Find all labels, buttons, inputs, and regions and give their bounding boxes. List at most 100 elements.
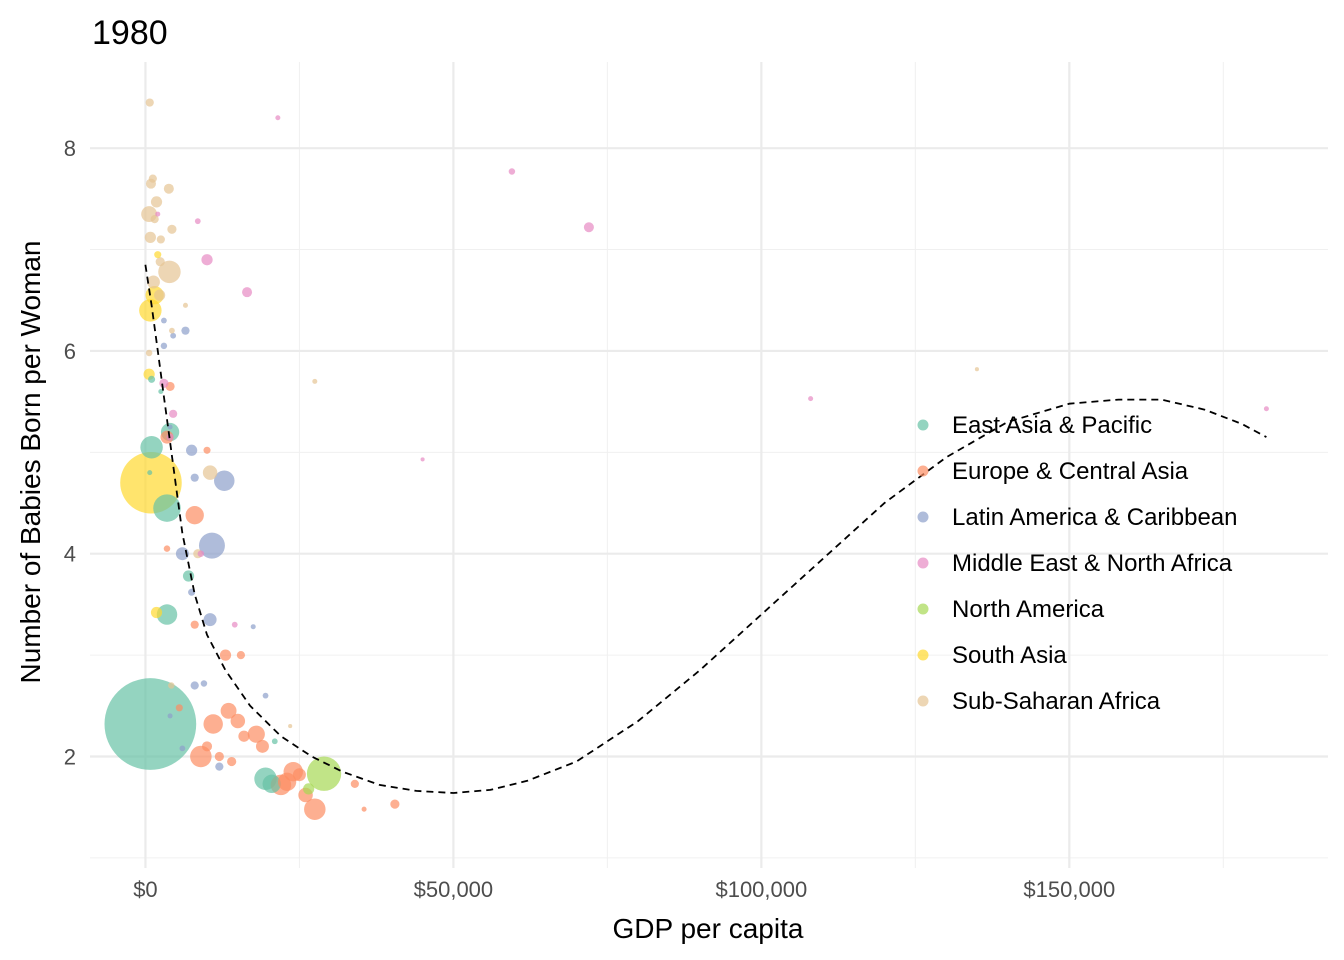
- data-point: [203, 446, 211, 454]
- data-point: [203, 613, 217, 627]
- data-point: [153, 289, 166, 301]
- x-tick-label: $0: [133, 877, 157, 902]
- data-point: [186, 444, 198, 456]
- data-point: [238, 730, 250, 742]
- data-point: [214, 470, 235, 491]
- data-point: [156, 235, 165, 244]
- data-point: [190, 681, 199, 690]
- legend-key: [917, 465, 929, 477]
- data-point: [247, 725, 265, 743]
- data-point: [215, 762, 224, 771]
- data-point: [214, 751, 224, 762]
- data-point: [219, 649, 232, 661]
- data-point: [190, 473, 199, 482]
- legend-label: Europe & Central Asia: [952, 458, 1189, 485]
- trend-line-group: [144, 264, 1267, 794]
- data-point: [194, 218, 201, 225]
- data-point: [168, 682, 175, 689]
- data-point: [150, 196, 163, 208]
- data-point: [583, 222, 594, 233]
- y-tick-label: 2: [64, 744, 76, 769]
- data-point: [1263, 406, 1269, 412]
- trend-line: [144, 264, 1267, 794]
- data-point: [236, 650, 246, 660]
- data-point: [350, 779, 359, 788]
- data-point: [182, 302, 188, 308]
- data-point: [181, 326, 190, 335]
- x-tick-label: $100,000: [715, 877, 807, 902]
- data-point: [145, 98, 154, 107]
- data-point: [304, 798, 326, 820]
- plot-title: 1980: [92, 14, 168, 52]
- data-point: [255, 739, 269, 753]
- y-axis-title: Number of Babies Born per Woman: [15, 240, 46, 683]
- legend-key: [917, 649, 929, 661]
- data-point: [154, 251, 162, 259]
- data-point: [277, 772, 297, 791]
- data-point: [508, 168, 516, 175]
- legend-key: [917, 603, 929, 615]
- data-point: [202, 465, 218, 480]
- data-point: [155, 211, 161, 217]
- data-point: [160, 342, 168, 350]
- data-point: [202, 741, 213, 752]
- y-tick-label: 8: [64, 136, 76, 161]
- y-tick-label: 4: [64, 542, 76, 567]
- data-point: [420, 457, 425, 462]
- data-point: [144, 231, 156, 244]
- data-point: [169, 327, 175, 334]
- data-point: [203, 714, 223, 734]
- legend-label: Latin America & Caribbean: [952, 504, 1238, 531]
- axes: $0 $50,000 $100,000 $150,000 2 4 6 8: [64, 136, 1115, 902]
- data-point: [306, 756, 342, 791]
- legend-key: [917, 511, 929, 523]
- legend-key: [917, 419, 929, 431]
- data-point: [146, 275, 160, 289]
- data-point: [179, 745, 186, 752]
- data-point: [161, 317, 167, 324]
- data-point: [159, 378, 169, 388]
- data-point: [104, 678, 197, 770]
- data-point: [201, 254, 213, 266]
- data-point: [167, 424, 173, 430]
- data-point: [288, 724, 293, 729]
- legend: East Asia & Pacific Europe & Central Asia…: [917, 412, 1238, 715]
- legend-label: North America: [952, 596, 1105, 623]
- data-point: [198, 532, 225, 559]
- data-point: [148, 174, 157, 183]
- legend-label: Middle East & North Africa: [952, 550, 1233, 577]
- data-point: [303, 783, 315, 795]
- data-point: [167, 713, 173, 719]
- data-point: [170, 332, 177, 339]
- legend-label: South Asia: [952, 642, 1067, 669]
- data-point: [220, 702, 237, 719]
- data-point: [262, 692, 269, 699]
- data-point: [158, 260, 181, 284]
- data-point: [155, 257, 165, 267]
- data-point: [312, 378, 318, 384]
- data-point: [292, 768, 306, 782]
- data-point: [190, 620, 199, 629]
- data-point: [974, 367, 979, 372]
- data-point: [197, 550, 205, 557]
- data-point: [167, 224, 177, 234]
- data-point: [390, 799, 400, 809]
- x-tick-label: $50,000: [414, 877, 494, 902]
- data-point: [150, 215, 159, 224]
- data-point: [139, 299, 162, 322]
- data-point: [275, 115, 281, 121]
- x-axis-title: GDP per capita: [613, 913, 804, 944]
- x-tick-label: $150,000: [1023, 877, 1115, 902]
- data-point: [145, 349, 153, 357]
- data-point: [185, 506, 204, 525]
- data-point: [250, 624, 256, 630]
- y-tick-label: 6: [64, 339, 76, 364]
- data-point: [200, 680, 208, 687]
- legend-label: Sub-Saharan Africa: [952, 688, 1161, 715]
- data-point: [231, 621, 238, 628]
- data-point: [169, 409, 178, 418]
- data-point: [242, 287, 253, 298]
- data-point: [158, 388, 164, 395]
